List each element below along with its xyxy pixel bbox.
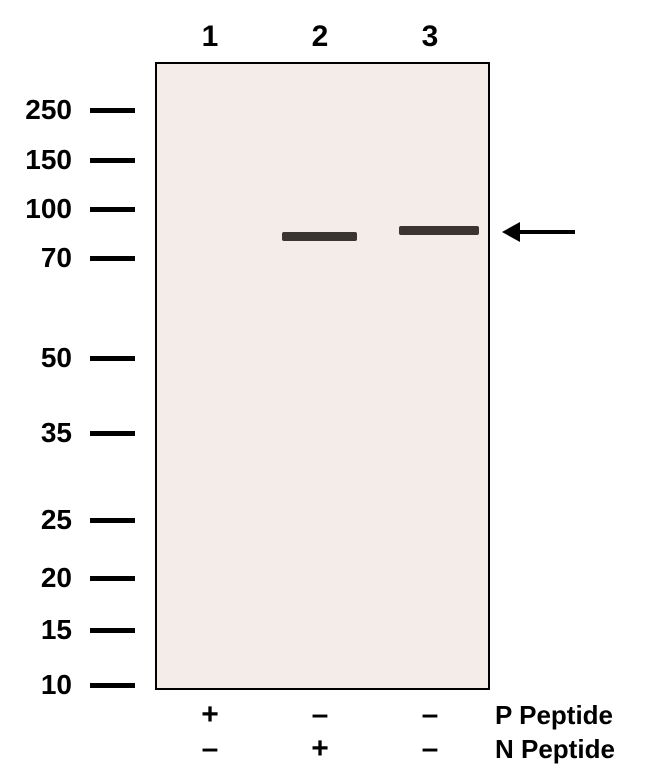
marker-row: 250 bbox=[0, 94, 135, 126]
arrow-head-icon bbox=[502, 222, 520, 242]
marker-tick bbox=[90, 576, 135, 581]
lane-label: 1 bbox=[155, 20, 265, 54]
protein-band bbox=[282, 232, 357, 241]
lane-labels: 123 bbox=[155, 20, 485, 54]
marker-value: 15 bbox=[0, 614, 72, 646]
marker-tick bbox=[90, 431, 135, 436]
marker-value: 250 bbox=[0, 94, 72, 126]
marker-value: 100 bbox=[0, 193, 72, 225]
peptide-row: +––P Peptide bbox=[155, 698, 615, 732]
marker-value: 70 bbox=[0, 242, 72, 274]
marker-tick bbox=[90, 108, 135, 113]
marker-row: 50 bbox=[0, 342, 135, 374]
peptide-cell: – bbox=[155, 732, 265, 766]
peptide-row: –+–N Peptide bbox=[155, 732, 615, 766]
marker-tick bbox=[90, 628, 135, 633]
marker-value: 25 bbox=[0, 504, 72, 536]
peptide-label: N Peptide bbox=[495, 734, 615, 765]
marker-value: 35 bbox=[0, 417, 72, 449]
target-band-arrow bbox=[502, 222, 575, 242]
marker-value: 20 bbox=[0, 562, 72, 594]
peptide-competition-table: +––P Peptide–+–N Peptide bbox=[155, 698, 615, 766]
marker-tick bbox=[90, 356, 135, 361]
marker-row: 35 bbox=[0, 417, 135, 449]
marker-value: 150 bbox=[0, 144, 72, 176]
arrow-line bbox=[520, 230, 575, 234]
marker-row: 15 bbox=[0, 614, 135, 646]
peptide-cell: – bbox=[375, 698, 485, 732]
marker-row: 150 bbox=[0, 144, 135, 176]
lane-label: 3 bbox=[375, 20, 485, 54]
marker-row: 10 bbox=[0, 669, 135, 701]
marker-row: 70 bbox=[0, 242, 135, 274]
marker-tick bbox=[90, 683, 135, 688]
peptide-label: P Peptide bbox=[495, 700, 613, 731]
marker-tick bbox=[90, 158, 135, 163]
peptide-cell: + bbox=[155, 698, 265, 732]
marker-tick bbox=[90, 207, 135, 212]
protein-band bbox=[399, 226, 479, 235]
marker-tick bbox=[90, 256, 135, 261]
marker-row: 20 bbox=[0, 562, 135, 594]
marker-value: 50 bbox=[0, 342, 72, 374]
marker-row: 25 bbox=[0, 504, 135, 536]
lane-label: 2 bbox=[265, 20, 375, 54]
peptide-cell: + bbox=[265, 732, 375, 766]
blot-membrane bbox=[155, 62, 490, 690]
marker-tick bbox=[90, 518, 135, 523]
peptide-cell: – bbox=[265, 698, 375, 732]
marker-value: 10 bbox=[0, 669, 72, 701]
western-blot-figure: 123 25015010070503525201510 +––P Peptide… bbox=[0, 0, 650, 784]
marker-row: 100 bbox=[0, 193, 135, 225]
peptide-cell: – bbox=[375, 732, 485, 766]
